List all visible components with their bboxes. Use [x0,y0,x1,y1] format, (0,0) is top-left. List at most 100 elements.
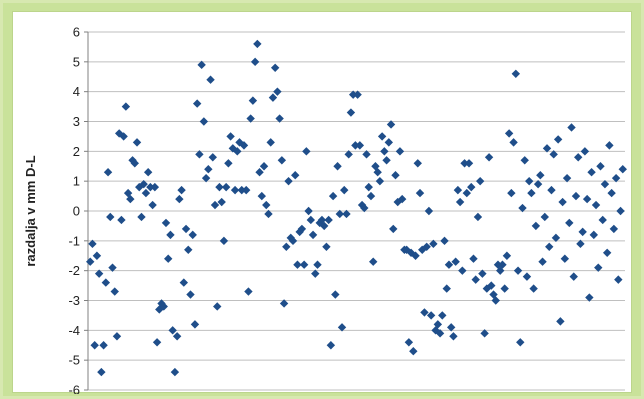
data-point [164,254,173,263]
data-point [351,141,360,150]
y-tick-label: -3 [68,293,80,308]
data-point [498,260,507,269]
y-tick-label: 0 [73,204,80,219]
data-point [266,138,275,147]
data-point [88,239,97,249]
data-point [297,224,307,234]
data-point [480,329,489,338]
data-point [455,197,465,207]
data-point [186,290,195,299]
data-point [600,179,610,189]
data-point [181,224,191,234]
data-point [411,251,420,260]
data-point [360,203,369,213]
data-point [545,242,554,251]
data-point [99,341,108,350]
data-point [371,162,380,171]
data-point [110,287,119,296]
data-point [248,96,258,105]
data-point [533,179,543,189]
data-point [108,263,117,272]
data-point [538,257,547,266]
data-point [141,188,151,198]
data-point [331,290,340,299]
data-point [409,347,418,356]
data-point [364,182,373,192]
data-point [578,227,587,237]
data-point [380,147,389,156]
data-point [94,269,104,278]
data-point [324,215,333,225]
data-point [348,90,358,99]
data-point [524,176,534,186]
data-point [208,153,217,162]
data-point [395,147,405,156]
data-point [101,278,111,287]
data-point [143,168,153,177]
data-point [551,233,561,243]
data-point [277,156,287,165]
data-point [257,191,267,201]
data-point [224,159,233,168]
data-point [397,194,407,204]
data-point [293,260,302,269]
data-point [605,141,614,150]
data-point [460,159,469,168]
data-point [161,218,171,228]
data-point [112,332,122,341]
data-point [415,188,425,198]
data-point [175,194,184,204]
data-point [558,197,567,207]
data-point [340,185,349,195]
data-point [270,63,280,72]
data-point [179,278,189,287]
data-point [556,317,565,326]
data-point [516,338,525,347]
y-tick-labels: 6 5 4 3 2 1 0 -1 -2 -3 -4 -5 -6 [68,25,80,395]
data-point [576,239,585,249]
data-point [353,90,362,99]
data-point [609,224,619,234]
y-tick-label: 5 [73,54,80,69]
data-point [536,171,545,180]
outer-frame: 6 5 4 3 2 1 0 -1 -2 -3 -4 -5 -6 razdalja v mm D-L [3,3,641,396]
data-point [616,206,625,216]
data-point [313,260,322,269]
data-point [170,367,180,377]
data-point [602,248,612,257]
data-point [192,99,202,108]
data-point [542,144,552,153]
data-point [596,162,605,171]
data-point [529,284,538,293]
data-point [422,242,431,251]
data-point [106,212,115,222]
data-point [97,367,106,377]
data-point [433,320,443,329]
data-point [206,75,215,84]
data-point [571,191,581,201]
data-point [475,176,485,186]
data-point [233,147,242,156]
data-point [246,114,255,123]
data-point [342,209,351,219]
data-point [413,159,422,168]
data-point [226,132,235,141]
data-point [607,188,616,198]
data-point [424,206,434,216]
data-point [611,173,621,183]
y-tick-label: 2 [73,144,80,159]
data-point [382,156,391,165]
data-point [126,194,135,204]
data-points [86,39,627,377]
data-point [103,168,113,177]
y-axis-label: razdalja v mm D-L [23,155,38,266]
data-point [201,173,211,183]
data-point [449,332,458,341]
data-point [377,132,387,141]
data-point [585,293,594,302]
data-point [440,236,449,246]
data-point [369,257,378,266]
data-point [429,239,438,249]
data-point [560,254,570,263]
data-point [386,120,396,129]
